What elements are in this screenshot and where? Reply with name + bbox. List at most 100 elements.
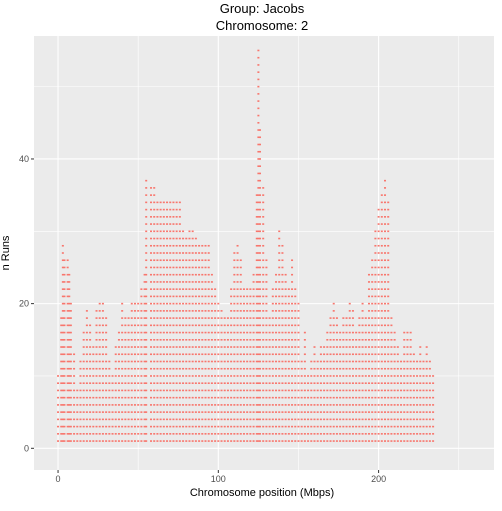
data-point [265,367,268,370]
data-point [85,353,88,356]
data-point [175,259,178,262]
data-point [236,411,239,413]
data-point [257,71,260,73]
data-point [95,440,98,442]
data-point [400,389,403,392]
data-point [166,288,169,290]
data-point [258,230,261,233]
data-point [387,223,390,225]
data-point [185,375,188,377]
data-point [345,375,348,377]
data-point [319,411,322,413]
data-point [275,360,278,363]
data-point [332,353,335,356]
data-point [111,418,114,421]
data-point [166,244,169,247]
data-point [416,440,419,442]
data-point [188,310,191,312]
data-point [89,440,92,442]
data-point [79,382,82,384]
data-point [117,425,120,428]
data-point [82,440,85,442]
data-point [432,389,435,392]
data-point [384,179,387,182]
data-point [66,317,69,319]
data-point [66,440,69,442]
data-point [358,346,361,348]
data-point [137,339,140,341]
data-point [76,418,79,421]
data-point [101,375,104,377]
data-point [194,389,197,392]
data-point [329,389,332,392]
data-point [57,433,60,435]
data-point [281,252,284,254]
data-point [310,396,313,399]
data-point [156,281,159,283]
data-point [255,237,258,240]
data-point [409,404,412,406]
data-point [145,353,148,356]
data-point [303,360,306,363]
data-point [242,295,245,298]
data-point [387,244,390,247]
data-point [262,216,265,218]
data-point [153,389,156,392]
data-point [265,288,268,290]
data-point [172,433,175,435]
data-point [342,389,345,392]
data-point [281,404,284,406]
data-point [271,288,274,290]
data-point [371,310,374,312]
data-point [287,324,290,327]
data-point [278,266,281,269]
data-point [406,440,409,442]
data-point [307,404,310,406]
data-point [265,433,268,435]
data-point [233,339,236,341]
data-point [342,411,345,413]
data-point [384,367,387,370]
data-point [89,360,92,363]
data-point [137,331,140,334]
data-point [191,317,194,319]
data-point [342,367,345,370]
data-point [220,339,223,341]
data-point [85,367,88,370]
data-point [68,331,71,334]
data-point [246,404,249,406]
data-point [185,440,188,442]
data-point [255,216,258,218]
data-point [255,433,258,435]
data-point [294,288,297,290]
data-point [257,295,260,298]
data-point [257,317,260,319]
data-point [185,317,188,319]
data-point [207,266,210,269]
data-point [69,396,72,399]
data-point [137,440,140,442]
data-point [377,295,380,298]
data-point [271,425,274,428]
data-point [316,375,319,377]
data-point [294,411,297,413]
data-point [162,223,165,225]
data-point [207,440,210,442]
x-tick-label: 200 [371,474,386,484]
data-point [166,375,169,377]
data-point [400,433,403,435]
data-point [380,295,383,298]
data-point [384,295,387,298]
data-point [60,339,63,341]
data-point [188,317,191,319]
data-point [348,418,351,421]
data-point [182,353,185,356]
data-point [262,281,265,283]
data-point [425,411,428,413]
data-point [223,404,226,406]
data-point [351,375,354,377]
data-point [166,310,169,312]
data-point [145,187,148,189]
data-point [384,360,387,363]
data-point [367,339,370,341]
